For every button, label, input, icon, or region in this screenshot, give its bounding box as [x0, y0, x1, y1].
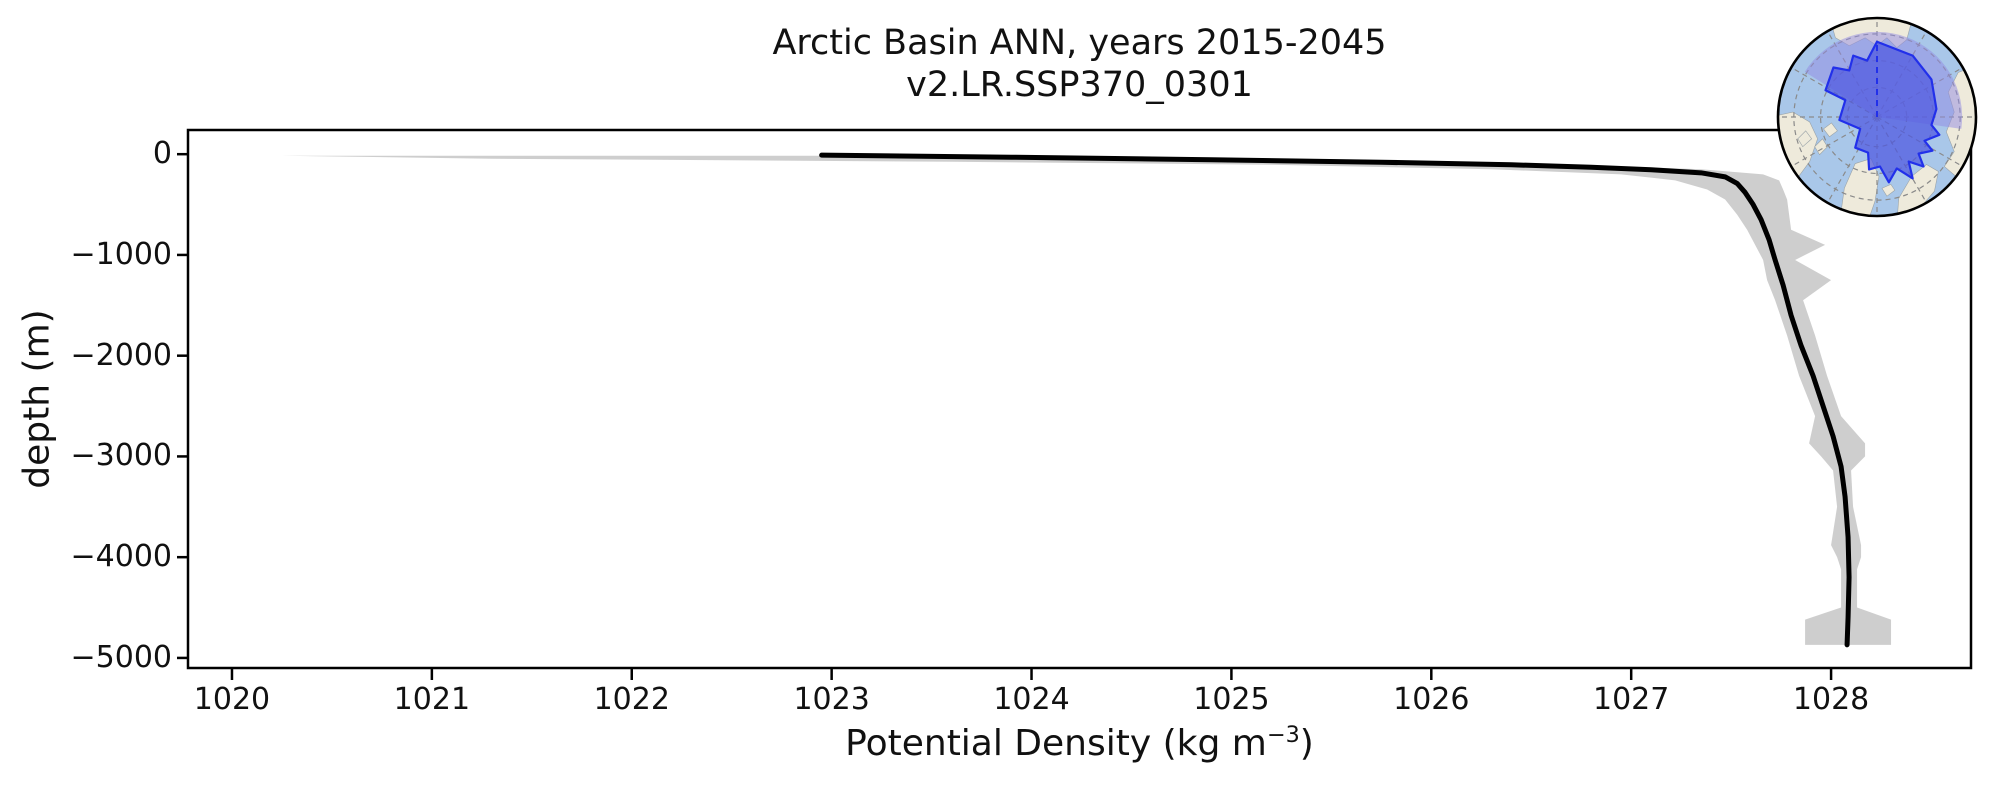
y-tick-label: −2000 [70, 337, 172, 373]
x-tick-label: 1020 [193, 682, 271, 717]
map-land [1797, 130, 1813, 148]
y-tick-label: −5000 [70, 639, 172, 675]
x-tick-label: 1027 [1593, 682, 1670, 717]
map-border [1776, 16, 1978, 218]
x-tick-label: 1026 [1393, 682, 1470, 717]
x-tick-label: 1021 [393, 682, 471, 717]
map-region-highlight [1824, 40, 1941, 184]
x-tick-label: 1025 [1193, 682, 1270, 717]
map-graticule-meridian [1826, 116, 1878, 204]
map-content [1778, 18, 1976, 216]
map-land [1814, 138, 1828, 156]
axes-frame [186, 128, 1973, 670]
map-land [1896, 164, 1939, 216]
chart-title-line-2: v2.LR.SSP370_0301 [906, 65, 1253, 105]
map-land [1881, 183, 1896, 197]
x-axis-label: Potential Density (kg m−3) [188, 722, 1971, 764]
chart-title-line-1: Arctic Basin ANN, years 2015-2045 [772, 23, 1387, 63]
x-axis-label-suffix: ) [1299, 723, 1314, 764]
x-tick-label: 1023 [793, 682, 870, 717]
map-land [1823, 122, 1838, 138]
x-axis-label-superscript: −3 [1266, 722, 1300, 748]
x-axis-label-text: Potential Density (kg m [845, 723, 1267, 764]
y-tick-label: −1000 [70, 236, 172, 272]
y-tick-label: −4000 [70, 539, 172, 575]
arctic-map-inset [1776, 16, 1978, 218]
y-tick-label: −3000 [70, 438, 172, 474]
x-tick-label: 1024 [993, 682, 1070, 717]
x-tick-label: 1022 [593, 682, 670, 717]
profile-line [819, 152, 1852, 648]
x-tick-label: 1028 [1792, 682, 1870, 717]
uncertainty-band [281, 155, 1892, 645]
map-graticule-meridian [1790, 116, 1878, 168]
y-tick-label: 0 [152, 136, 172, 172]
